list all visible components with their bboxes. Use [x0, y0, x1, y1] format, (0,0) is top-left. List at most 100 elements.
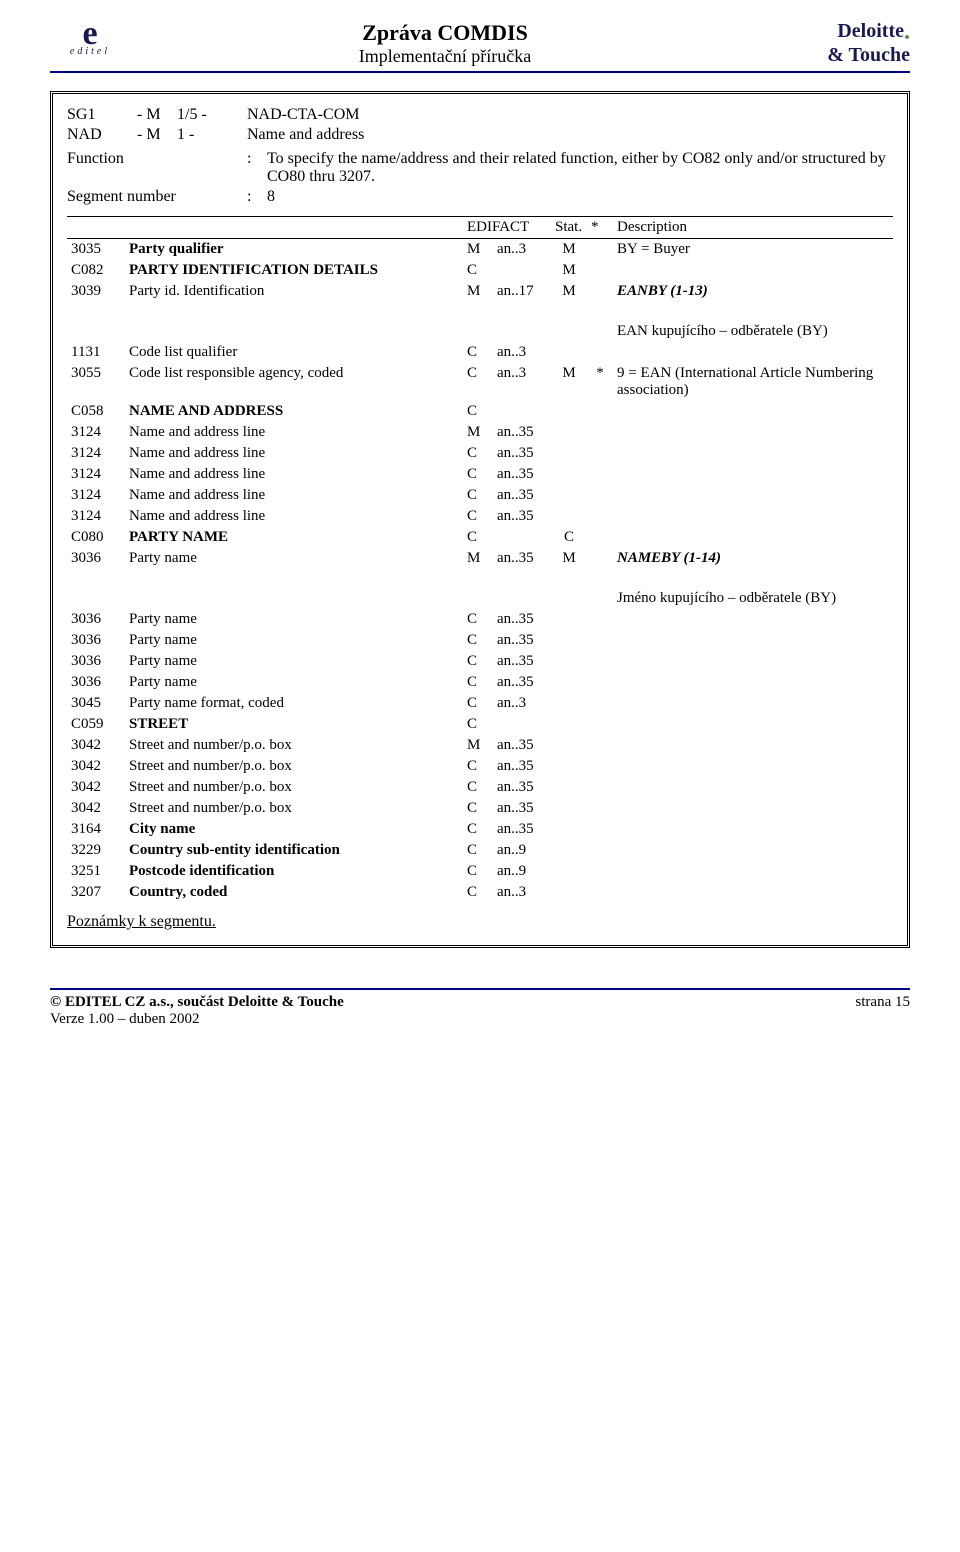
cell-stat: [551, 401, 587, 422]
cell-edifact-fmt: [493, 260, 551, 281]
cell-desc: [613, 840, 893, 861]
cell-name: Street and number/p.o. box: [125, 735, 463, 756]
cell-star: [587, 756, 613, 777]
cell-edifact-m: [463, 569, 493, 609]
cell-code: 3042: [67, 735, 125, 756]
cell-name: Party name: [125, 651, 463, 672]
cell-star: [587, 548, 613, 569]
cell-code: 3045: [67, 693, 125, 714]
cell-edifact-m: C: [463, 714, 493, 735]
sg1-sep: - M: [137, 106, 177, 124]
cell-stat: [551, 569, 587, 609]
cell-name: Name and address line: [125, 422, 463, 443]
cell-stat: [551, 693, 587, 714]
sg1-occ: 1/5 -: [177, 106, 247, 124]
cell-edifact-fmt: [493, 527, 551, 548]
cell-star: [587, 422, 613, 443]
cell-desc: [613, 651, 893, 672]
cell-code: 3036: [67, 672, 125, 693]
cell-stat: M: [551, 363, 587, 401]
cell-code: 3039: [67, 281, 125, 302]
cell-stat: C: [551, 527, 587, 548]
function-text: To specify the name/address and their re…: [267, 150, 893, 186]
cell-star: *: [587, 363, 613, 401]
cell-star: [587, 239, 613, 261]
th-star: *: [587, 217, 613, 239]
cell-edifact-m: M: [463, 548, 493, 569]
table-row: 3036Party nameCan..35: [67, 630, 893, 651]
cell-edifact-fmt: [493, 714, 551, 735]
th-desc: Description: [613, 217, 893, 239]
cell-code: 3124: [67, 506, 125, 527]
cell-code: 3229: [67, 840, 125, 861]
doc-subtitle: Implementační příručka: [130, 46, 760, 67]
cell-edifact-m: C: [463, 756, 493, 777]
table-row: 3042Street and number/p.o. boxCan..35: [67, 777, 893, 798]
cell-code: 3042: [67, 777, 125, 798]
cell-star: [587, 882, 613, 903]
cell-edifact-fmt: an..3: [493, 693, 551, 714]
cell-edifact-fmt: an..35: [493, 798, 551, 819]
cell-name: NAME AND ADDRESS: [125, 401, 463, 422]
cell-name: [125, 302, 463, 342]
table-row: 3036Party nameCan..35: [67, 609, 893, 630]
cell-code: C080: [67, 527, 125, 548]
cell-edifact-fmt: an..35: [493, 443, 551, 464]
cell-stat: [551, 422, 587, 443]
cell-stat: [551, 861, 587, 882]
cell-edifact-fmt: an..35: [493, 756, 551, 777]
cell-code: 3055: [67, 363, 125, 401]
table-row: 3035Party qualifierMan..3MBY = Buyer: [67, 239, 893, 261]
table-row: 3164City nameCan..35: [67, 819, 893, 840]
table-row: 3124Name and address lineCan..35: [67, 485, 893, 506]
cell-edifact-m: C: [463, 798, 493, 819]
cell-star: [587, 260, 613, 281]
cell-edifact-fmt: an..3: [493, 363, 551, 401]
page: e editel Zpráva COMDIS Implementační pří…: [0, 0, 960, 1058]
cell-star: [587, 506, 613, 527]
cell-desc: [613, 260, 893, 281]
cell-code: 3035: [67, 239, 125, 261]
cell-name: Party name format, coded: [125, 693, 463, 714]
cell-desc: 9 = EAN (International Article Numbering…: [613, 363, 893, 401]
cell-edifact-m: [463, 302, 493, 342]
cell-star: [587, 714, 613, 735]
cell-desc: [613, 861, 893, 882]
cell-name: Name and address line: [125, 464, 463, 485]
nad-code: NAD: [67, 126, 137, 144]
deloitte-dot-icon: .: [904, 19, 910, 45]
cell-edifact-fmt: an..17: [493, 281, 551, 302]
cell-edifact-fmt: [493, 401, 551, 422]
cell-name: City name: [125, 819, 463, 840]
table-row: 3124Name and address lineCan..35: [67, 506, 893, 527]
nad-sep: - M: [137, 126, 177, 144]
cell-stat: [551, 464, 587, 485]
cell-edifact-m: C: [463, 777, 493, 798]
cell-edifact-fmt: an..35: [493, 735, 551, 756]
cell-stat: [551, 735, 587, 756]
cell-edifact-m: M: [463, 422, 493, 443]
cell-desc: [613, 485, 893, 506]
table-row: 3042Street and number/p.o. boxCan..35: [67, 798, 893, 819]
cell-name: Party name: [125, 609, 463, 630]
footer-left: © EDITEL CZ a.s., součást Deloitte & Tou…: [50, 994, 344, 1028]
cell-edifact-fmt: an..35: [493, 630, 551, 651]
cell-star: [587, 651, 613, 672]
cell-name: Party name: [125, 672, 463, 693]
cell-edifact-fmt: an..3: [493, 239, 551, 261]
cell-star: [587, 861, 613, 882]
cell-name: Party name: [125, 630, 463, 651]
cell-edifact-fmt: an..35: [493, 819, 551, 840]
cell-star: [587, 401, 613, 422]
cell-name: Party qualifier: [125, 239, 463, 261]
cell-code: 3207: [67, 882, 125, 903]
cell-stat: [551, 882, 587, 903]
function-label: Function: [67, 150, 247, 186]
cell-edifact-m: C: [463, 840, 493, 861]
table-row: Jméno kupujícího – odběratele (BY): [67, 569, 893, 609]
cell-desc: [613, 422, 893, 443]
cell-edifact-m: M: [463, 239, 493, 261]
cell-desc: [613, 342, 893, 363]
cell-code: 3124: [67, 485, 125, 506]
table-row: 1131Code list qualifierCan..3: [67, 342, 893, 363]
